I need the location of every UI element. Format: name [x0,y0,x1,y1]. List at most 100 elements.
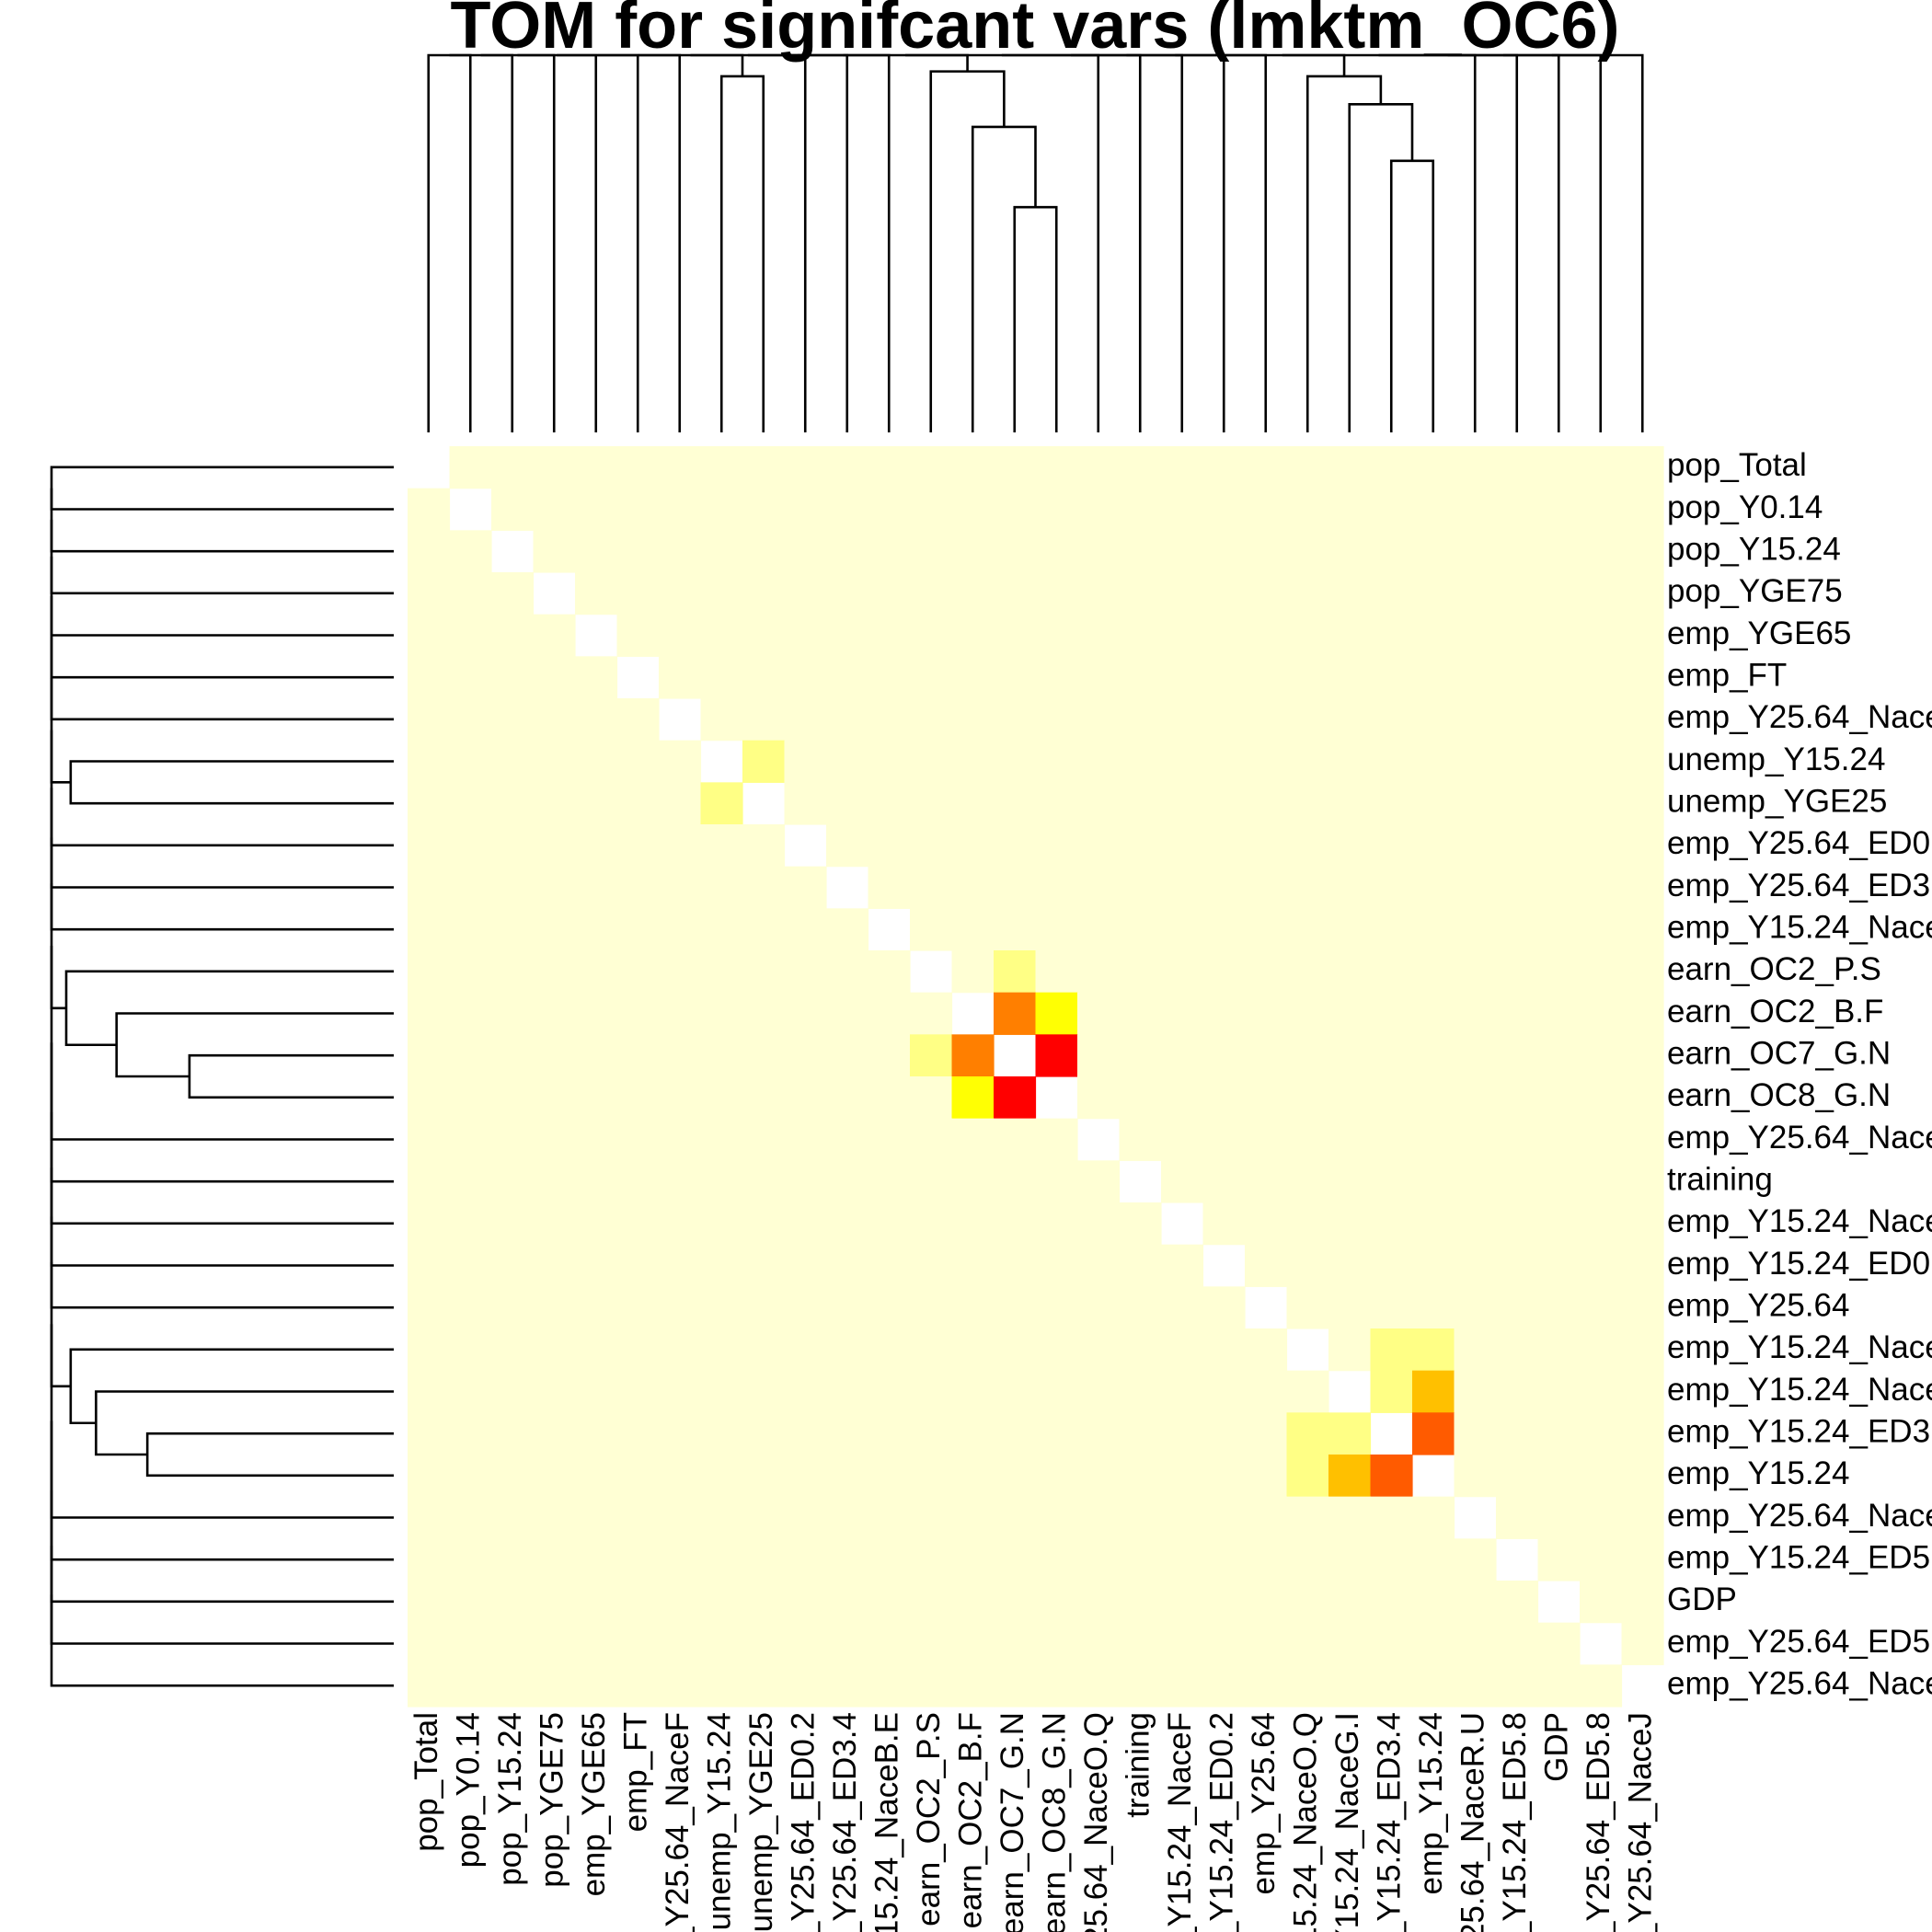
heat-cell [1245,1118,1288,1161]
heat-cell [1119,1538,1162,1581]
heat-cell [1370,1664,1413,1708]
heat-cell [1328,1455,1372,1498]
heat-cell [1161,1160,1204,1203]
heat-cell [491,1202,535,1246]
heat-cell [868,824,911,868]
heat-cell [1286,908,1329,951]
heat-cell [994,1076,1037,1120]
heat-cell [1077,488,1121,531]
heat-cell [1202,1202,1246,1246]
heat-cell [575,740,618,783]
column-label: emp_Y15.24 [1413,1712,1449,1894]
heat-cell [408,908,451,951]
heat-cell [742,488,786,531]
heat-cell [449,1412,492,1455]
heat-cell [1286,1034,1329,1077]
heat-cell [1580,1455,1623,1498]
column-dendrogram-link [1071,53,1184,432]
heat-cell [1286,824,1329,868]
heat-cell [1286,698,1329,742]
heat-cell [408,1664,451,1708]
heat-cell [408,572,451,615]
heat-cell [951,1622,995,1665]
heat-cell [533,1328,576,1372]
heat-cell [784,698,827,742]
heat-cell [449,1202,492,1246]
row-label: pop_Y15.24 [1667,531,1841,567]
heat-cell [1496,1496,1539,1539]
heat-cell [700,866,743,909]
heat-cell [826,1496,869,1539]
heat-cell [1328,1328,1372,1372]
heat-cell [910,1244,953,1287]
heat-cell [1412,488,1455,531]
column-label: emp_Y25.64_NaceO.Q [1078,1712,1114,1932]
heat-cell [784,446,827,489]
heat-cell [1621,782,1664,825]
heat-cell [868,1286,911,1329]
heat-cell [659,1202,702,1246]
column-dendrogram-link [1305,75,1383,432]
heat-cell [910,698,953,742]
heat-cell [575,950,618,994]
row-label: emp_Y25.64_NaceR.U [1667,1498,1932,1534]
heat-cell [616,698,660,742]
row-label: emp_Y25.64 [1667,1287,1849,1323]
heat-cell [994,866,1037,909]
heat-cell [659,1034,702,1077]
heat-cell [1621,614,1664,657]
heat-cell [951,446,995,489]
heat-cell [994,1202,1037,1246]
heat-cell [1161,656,1204,699]
heat-cell [1202,614,1246,657]
heat-cell [1537,1034,1581,1077]
heat-cell [575,488,618,531]
heat-cell [700,530,743,573]
heat-cell [449,614,492,657]
heat-cell [700,1412,743,1455]
column-dendrogram-link [719,75,765,432]
heat-cell [533,488,576,531]
heat-cell [575,572,618,615]
heat-cell [826,1160,869,1203]
heat-cell [1537,1455,1581,1498]
heat-cell [784,1412,827,1455]
heat-cell [1412,656,1455,699]
heat-cell [1454,1412,1497,1455]
heat-cell [449,698,492,742]
heat-cell [1537,1538,1581,1581]
heat-cell [826,908,869,951]
heat-cell [1580,1118,1623,1161]
chart-title: TOM for signifcant vars (lmktm_OC6) [451,0,1620,63]
heat-cell [408,488,451,531]
heat-cell [1496,614,1539,657]
heat-cell [449,572,492,615]
heat-cell [575,1370,618,1413]
heat-cell [449,908,492,951]
heat-cell [1537,1202,1581,1246]
heat-cell [1035,782,1078,825]
heat-cell [1412,1076,1455,1120]
heat-cell [994,1244,1037,1287]
heat-cell [659,1328,702,1372]
heat-cell [1370,1034,1413,1077]
heat-cell [1286,1118,1329,1161]
heat-cell [1161,488,1204,531]
heat-cell [826,1622,869,1665]
heat-cell [994,698,1037,742]
heat-cell [1621,740,1664,783]
heat-cell [951,1118,995,1161]
row-label: emp_Y25.64_ED3.4 [1667,868,1932,903]
heat-cell [910,1496,953,1539]
column-label: unemp_YGE25 [743,1712,779,1932]
heat-cell [1202,866,1246,909]
heat-cell [1119,1412,1162,1455]
row-label: emp_Y15.24_NaceB.E [1667,909,1932,945]
heat-cell [533,530,576,573]
heat-cell [1119,1581,1162,1624]
heat-cell [575,1622,618,1665]
heat-cell [1161,530,1204,573]
heat-cell [408,1076,451,1120]
heat-cell [994,992,1037,1035]
